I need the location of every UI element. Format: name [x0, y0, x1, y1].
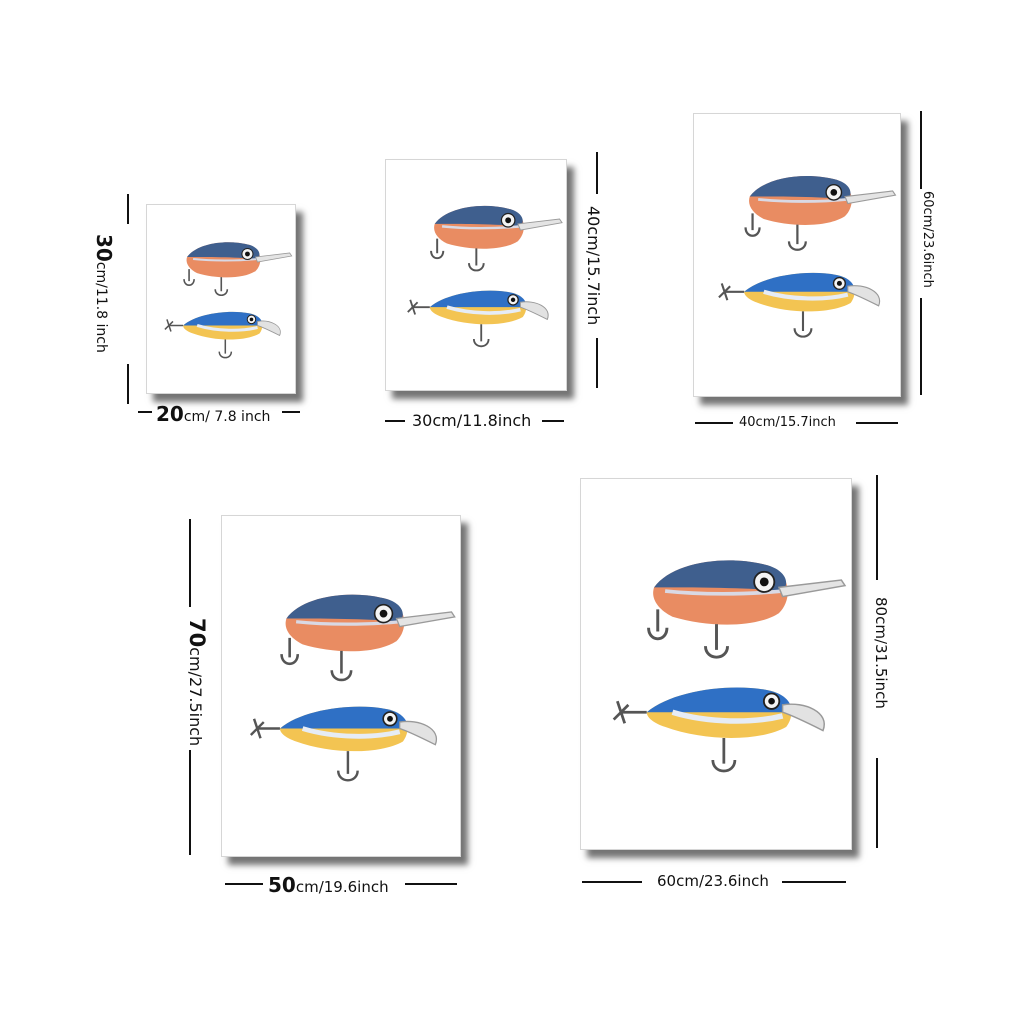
lure-artwork: [581, 479, 851, 849]
height-line-bottom: [127, 364, 129, 404]
canvas-60x80: [580, 478, 852, 850]
width-line-left: [695, 422, 733, 424]
width-line-right: [405, 883, 457, 885]
lure-artwork: [222, 516, 460, 856]
width-number: 20: [156, 402, 184, 426]
width-line-left: [138, 411, 152, 413]
height-line-top: [920, 111, 922, 189]
width-label-40x60: 40cm/15.7inch: [739, 415, 836, 430]
width-label-20x30: 20cm/ 7.8 inch: [156, 404, 270, 424]
height-label-30x40: 40cm/15.7inch: [584, 206, 603, 326]
canvas-20x30: [146, 204, 296, 394]
height-line-top: [189, 519, 191, 607]
width-line-left: [385, 420, 405, 422]
lure-artwork: [405, 204, 564, 349]
height-unit: cm/27.5inch: [186, 647, 205, 747]
width-unit: cm/ 7.8 inch: [183, 409, 271, 425]
width-line-left: [582, 881, 642, 883]
height-number: 70: [185, 618, 209, 648]
height-line-bottom: [920, 298, 922, 395]
width-label-30x40: 30cm/11.8inch: [412, 411, 532, 430]
height-label-50x70: 70cm/27.5inch: [185, 618, 209, 747]
lure-artwork: [163, 240, 294, 360]
width-unit: cm/19.6inch: [295, 878, 389, 896]
width-line-right: [856, 422, 898, 424]
width-line-right: [282, 411, 300, 413]
canvas-30x40: [385, 159, 567, 391]
canvas-50x70: [221, 515, 461, 857]
height-line-bottom: [596, 338, 598, 388]
width-label-60x80: 60cm/23.6inch: [657, 872, 769, 890]
height-line-top: [127, 194, 129, 224]
width-line-right: [782, 881, 846, 883]
height-line-bottom: [189, 750, 191, 855]
width-line-right: [542, 420, 564, 422]
height-number: 30: [92, 234, 116, 262]
width-label-50x70: 50cm/19.6inch: [268, 875, 389, 895]
lure-artwork: [694, 114, 900, 396]
width-number: 50: [268, 873, 296, 897]
height-label-40x60: 60cm/23.6inch: [920, 191, 935, 288]
height-line-top: [596, 152, 598, 194]
height-line-top: [876, 475, 878, 580]
height-line-bottom: [876, 758, 878, 848]
height-label-60x80: 80cm/31.5inch: [872, 597, 890, 709]
width-line-left: [225, 883, 263, 885]
height-unit: cm/11.8 inch: [93, 261, 109, 353]
height-label-20x30: 30cm/11.8 inch: [92, 234, 116, 353]
canvas-40x60: [693, 113, 901, 397]
